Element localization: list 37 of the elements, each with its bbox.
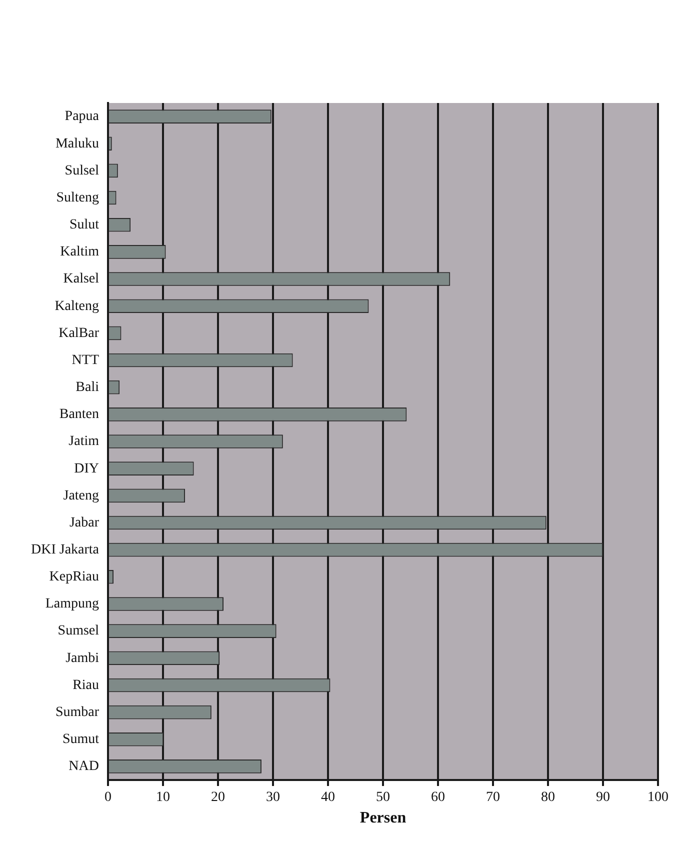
y-tick-label: Kaltim [60, 244, 100, 260]
y-tick-label: Bali [76, 380, 100, 396]
y-tick-label: Sumut [62, 732, 100, 748]
y-tick-label: DKI Jakarta [30, 542, 100, 558]
y-tick-label: Jabar [69, 515, 100, 530]
x-tick-label: 40 [321, 790, 336, 806]
y-tick-label: Sulut [69, 218, 100, 233]
y-tick-label: Sumbar [55, 704, 100, 720]
y-tick-label: Sumsel [58, 624, 100, 639]
y-tick-label: Sulsel [64, 163, 100, 178]
y-tick-label: Banten [59, 407, 100, 422]
y-tick-label: Jambi [66, 650, 100, 666]
y-tick-label: Kalsel [63, 272, 100, 287]
x-tick-label: 30 [266, 790, 280, 806]
y-tick-label: Kalteng [54, 298, 100, 314]
x-tick-label: 70 [486, 790, 500, 806]
x-tick-label: 100 [648, 790, 668, 806]
x-tick-label: 50 [376, 790, 390, 806]
x-tick-label: 90 [596, 790, 610, 806]
y-tick-label: NAD [68, 759, 100, 774]
y-tick-label: Sulteng [56, 190, 100, 206]
y-tick-label: NTT [72, 352, 100, 368]
y-tick-label: KalBar [58, 326, 100, 341]
x-tick-label: 20 [211, 790, 226, 806]
y-tick-label: Jatim [68, 434, 100, 450]
y-tick-label: Maluku [55, 136, 100, 152]
x-tick-label: 10 [156, 790, 170, 806]
x-axis-title: Persen [360, 810, 406, 827]
y-tick-label: Jateng [63, 488, 100, 504]
y-tick-label: KepRiau [49, 570, 100, 585]
y-tick-label: Lampung [45, 596, 100, 612]
y-tick-label: DIY [74, 461, 100, 476]
x-tick-label: 0 [104, 790, 112, 806]
y-tick-label: Papua [64, 109, 100, 124]
y-tick-label: Riau [72, 678, 100, 693]
x-tick-label: 60 [431, 790, 446, 806]
x-tick-label: 80 [541, 790, 556, 806]
